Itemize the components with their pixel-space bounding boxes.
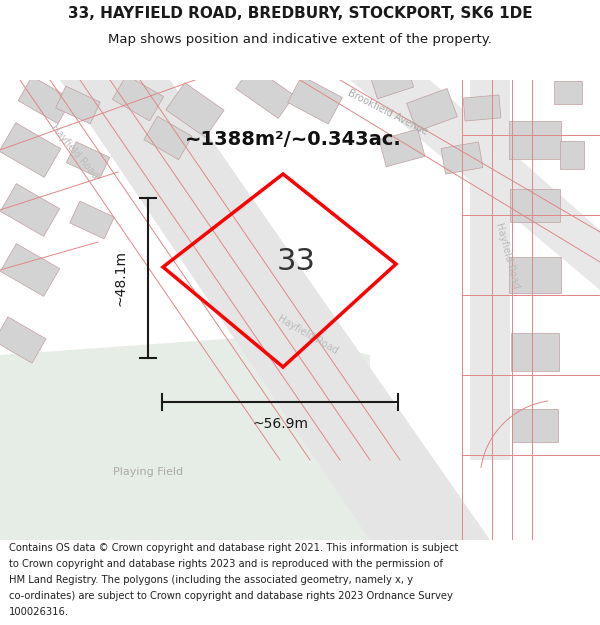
Polygon shape xyxy=(60,80,450,540)
Polygon shape xyxy=(509,257,561,293)
Text: ~1388m²/~0.343ac.: ~1388m²/~0.343ac. xyxy=(185,130,402,149)
Text: Hayfield Road: Hayfield Road xyxy=(276,314,340,356)
Polygon shape xyxy=(0,122,61,177)
Polygon shape xyxy=(67,142,110,178)
Polygon shape xyxy=(18,76,72,124)
Polygon shape xyxy=(144,116,192,160)
Polygon shape xyxy=(350,80,600,290)
Polygon shape xyxy=(0,317,46,363)
Polygon shape xyxy=(407,89,457,131)
Polygon shape xyxy=(512,409,558,441)
Text: HM Land Registry. The polygons (including the associated geometry, namely x, y: HM Land Registry. The polygons (includin… xyxy=(9,575,413,585)
Polygon shape xyxy=(510,189,560,221)
Polygon shape xyxy=(70,201,114,239)
Polygon shape xyxy=(560,141,584,169)
Polygon shape xyxy=(100,80,490,540)
Text: 33, HAYFIELD ROAD, BREDBURY, STOCKPORT, SK6 1DE: 33, HAYFIELD ROAD, BREDBURY, STOCKPORT, … xyxy=(68,6,532,21)
Polygon shape xyxy=(511,333,559,371)
Polygon shape xyxy=(287,76,343,124)
Polygon shape xyxy=(370,65,413,99)
Text: Hayfield Road: Hayfield Road xyxy=(49,123,101,181)
Text: ~56.9m: ~56.9m xyxy=(252,417,308,431)
Polygon shape xyxy=(112,75,164,121)
Polygon shape xyxy=(0,335,370,540)
Polygon shape xyxy=(56,86,100,124)
Polygon shape xyxy=(236,66,295,118)
Polygon shape xyxy=(441,142,483,174)
Polygon shape xyxy=(379,129,425,167)
Text: Hayfield Road: Hayfield Road xyxy=(494,221,521,289)
Polygon shape xyxy=(470,80,510,460)
Polygon shape xyxy=(1,244,59,296)
Text: 100026316.: 100026316. xyxy=(9,607,69,617)
Text: to Crown copyright and database rights 2023 and is reproduced with the permissio: to Crown copyright and database rights 2… xyxy=(9,559,443,569)
Polygon shape xyxy=(509,121,561,159)
Polygon shape xyxy=(1,184,59,236)
Text: Playing Field: Playing Field xyxy=(113,467,183,477)
Text: 33: 33 xyxy=(277,248,316,276)
Text: Map shows position and indicative extent of the property.: Map shows position and indicative extent… xyxy=(108,32,492,46)
Text: co-ordinates) are subject to Crown copyright and database rights 2023 Ordnance S: co-ordinates) are subject to Crown copyr… xyxy=(9,591,453,601)
Polygon shape xyxy=(166,82,224,138)
Text: ~48.1m: ~48.1m xyxy=(113,250,127,306)
Text: Contains OS data © Crown copyright and database right 2021. This information is : Contains OS data © Crown copyright and d… xyxy=(9,542,458,552)
Polygon shape xyxy=(463,95,501,121)
Text: Brookfield Avenue: Brookfield Avenue xyxy=(346,88,430,136)
Polygon shape xyxy=(554,81,582,104)
